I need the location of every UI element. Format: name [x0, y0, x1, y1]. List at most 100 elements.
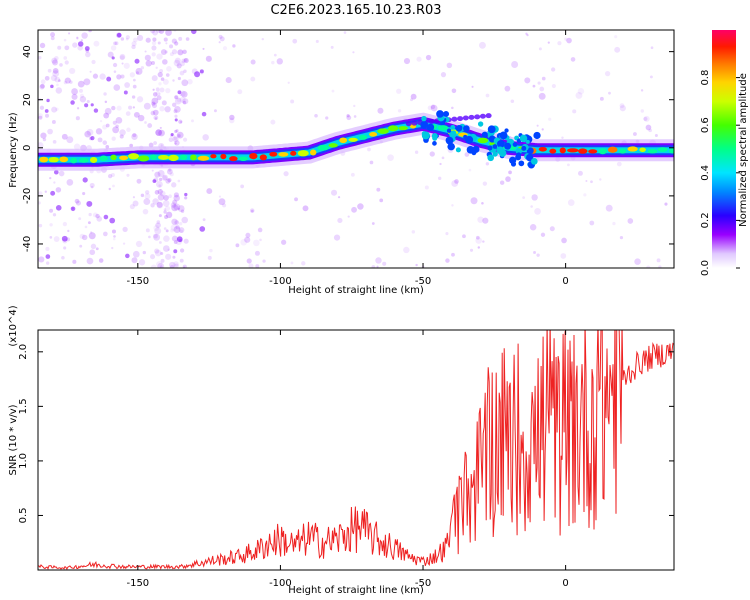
noise-speck [446, 62, 453, 69]
noise-speck [170, 224, 178, 231]
noise-speck [176, 131, 184, 139]
noise-speck [165, 211, 173, 219]
noise-speck [619, 103, 625, 109]
noise-speck [173, 59, 181, 67]
colorbar-tick-label: 0.2 [700, 212, 711, 228]
transition-speck [516, 152, 522, 158]
noise-speck [627, 218, 634, 224]
noise-speck [55, 87, 63, 94]
noise-speck [151, 101, 156, 106]
snr-frame [37, 329, 675, 571]
noise-speck [82, 177, 88, 183]
noise-speck [174, 41, 179, 46]
noise-speck [178, 134, 181, 138]
noise-speck [151, 97, 159, 105]
noise-speck [113, 84, 121, 91]
noise-speck [50, 190, 56, 196]
noise-speck [179, 258, 184, 263]
noise-speck [414, 150, 419, 154]
noise-speck [88, 30, 92, 33]
noise-speck [119, 55, 125, 61]
noise-speck [376, 265, 379, 268]
noise-speck [66, 136, 74, 144]
noise-speck [103, 92, 107, 96]
ridge-hotspot [588, 149, 598, 154]
noise-speck [179, 70, 185, 76]
noise-speck [589, 220, 595, 226]
noise-speck [159, 188, 162, 191]
ridge-hotspot [437, 125, 449, 131]
noise-speck [440, 71, 447, 78]
ridge-hotspot [70, 157, 78, 164]
noise-speck [99, 73, 106, 80]
noise-speck [66, 179, 74, 186]
noise-speck [169, 172, 174, 177]
noise-speck [548, 117, 552, 121]
noise-speck [69, 67, 76, 75]
noise-speck [140, 193, 145, 198]
noise-speck [49, 177, 52, 180]
noise-speck [357, 203, 364, 210]
noise-speck [121, 62, 124, 65]
noise-speck [415, 263, 418, 267]
noise-speck [164, 215, 168, 219]
snr-axes: -150 -100 -50 0 0.5 1.0 1.5 2.0 [18, 330, 674, 589]
noise-speck [88, 232, 96, 240]
noise-speck [125, 253, 130, 259]
noise-speck [154, 171, 161, 178]
noise-speck [184, 192, 188, 197]
ridge-hotspot [137, 155, 150, 162]
noise-speck [90, 231, 93, 234]
noise-speck [163, 235, 170, 242]
noise-speck [482, 217, 489, 224]
noise-speck [183, 69, 187, 74]
noise-speck [44, 75, 50, 81]
noise-speck [137, 114, 145, 122]
noise-speck [112, 126, 120, 134]
noise-speck [451, 88, 457, 94]
noise-speck [123, 62, 130, 69]
ridge-hotspot [567, 148, 579, 153]
noise-speck [103, 112, 110, 119]
noise-speck [77, 80, 85, 88]
noise-speck [403, 57, 411, 65]
ridge-hotspot [249, 152, 258, 160]
noise-speck [144, 50, 147, 53]
transition-speck [487, 145, 493, 151]
noise-speck [170, 228, 175, 233]
noise-speck [151, 52, 156, 57]
snr-xtick-label: -150 [126, 578, 149, 589]
noise-speck [38, 256, 45, 263]
noise-speck [79, 88, 83, 93]
ridge-hotspot [99, 155, 108, 162]
noise-speck [71, 88, 78, 95]
ridge-hotspot [627, 146, 638, 152]
noise-speck [176, 97, 182, 103]
noise-speck [90, 103, 94, 107]
noise-speck [64, 77, 71, 84]
noise-speck [151, 45, 157, 51]
noise-speck [150, 254, 156, 260]
noise-speck [604, 70, 611, 77]
noise-speck [161, 175, 168, 181]
noise-speck [162, 78, 169, 85]
noise-speck [410, 98, 413, 102]
noise-speck [86, 200, 93, 207]
noise-speck [477, 246, 480, 249]
noise-speck [136, 178, 142, 184]
transition-speck [421, 131, 427, 137]
noise-speck [52, 70, 60, 78]
noise-speck [150, 30, 156, 34]
noise-speck [75, 200, 81, 206]
noise-speck [39, 84, 45, 90]
noise-speck [132, 106, 135, 109]
noise-speck [640, 89, 644, 92]
noise-speck [530, 205, 533, 208]
noise-speck [165, 73, 170, 77]
noise-speck [125, 37, 129, 41]
noise-speck [153, 141, 158, 145]
noise-speck [533, 251, 536, 254]
noise-speck [71, 93, 78, 100]
noise-speck [438, 176, 442, 181]
